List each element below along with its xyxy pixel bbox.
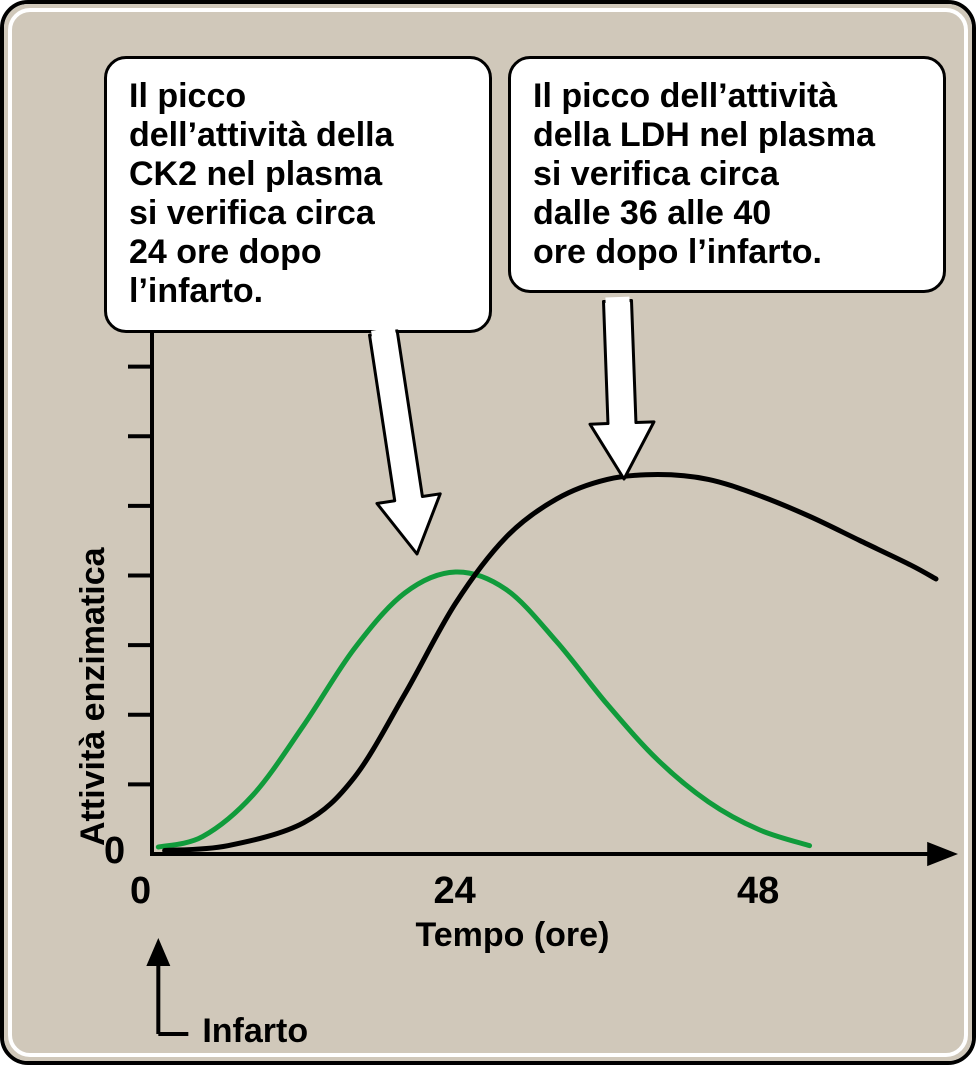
x-axis-label: Tempo (ore): [415, 916, 609, 955]
x-tick-label: 48: [737, 870, 779, 913]
callout-line: 24 ore dopo: [129, 233, 467, 272]
y-axis-label: Attività enzimatica: [74, 547, 113, 846]
x-tick-label: 24: [433, 870, 475, 913]
event-marker-label: Infarto: [202, 1012, 308, 1051]
callout-ck2: Il piccodell’attività dellaCK2 nel plasm…: [104, 56, 492, 333]
callout-line: si verifica circa: [533, 155, 921, 194]
chart-frame: Il piccodell’attività dellaCK2 nel plasm…: [0, 0, 976, 1065]
callout-line: l’infarto.: [129, 272, 467, 311]
callout-line: della LDH nel plasma: [533, 116, 921, 155]
callout-ldh: Il picco dell’attivitàdella LDH nel plas…: [508, 56, 946, 293]
callout-line: dalle 36 alle 40: [533, 194, 921, 233]
y-axis-zero: 0: [104, 830, 125, 873]
callout-line: ore dopo l’infarto.: [533, 233, 921, 272]
callout-line: dell’attività della: [129, 116, 467, 155]
callout-line: CK2 nel plasma: [129, 155, 467, 194]
x-tick-label: 0: [130, 870, 151, 913]
callout-line: si verifica circa: [129, 194, 467, 233]
callout-line: Il picco: [129, 77, 467, 116]
callout-line: Il picco dell’attività: [533, 77, 921, 116]
